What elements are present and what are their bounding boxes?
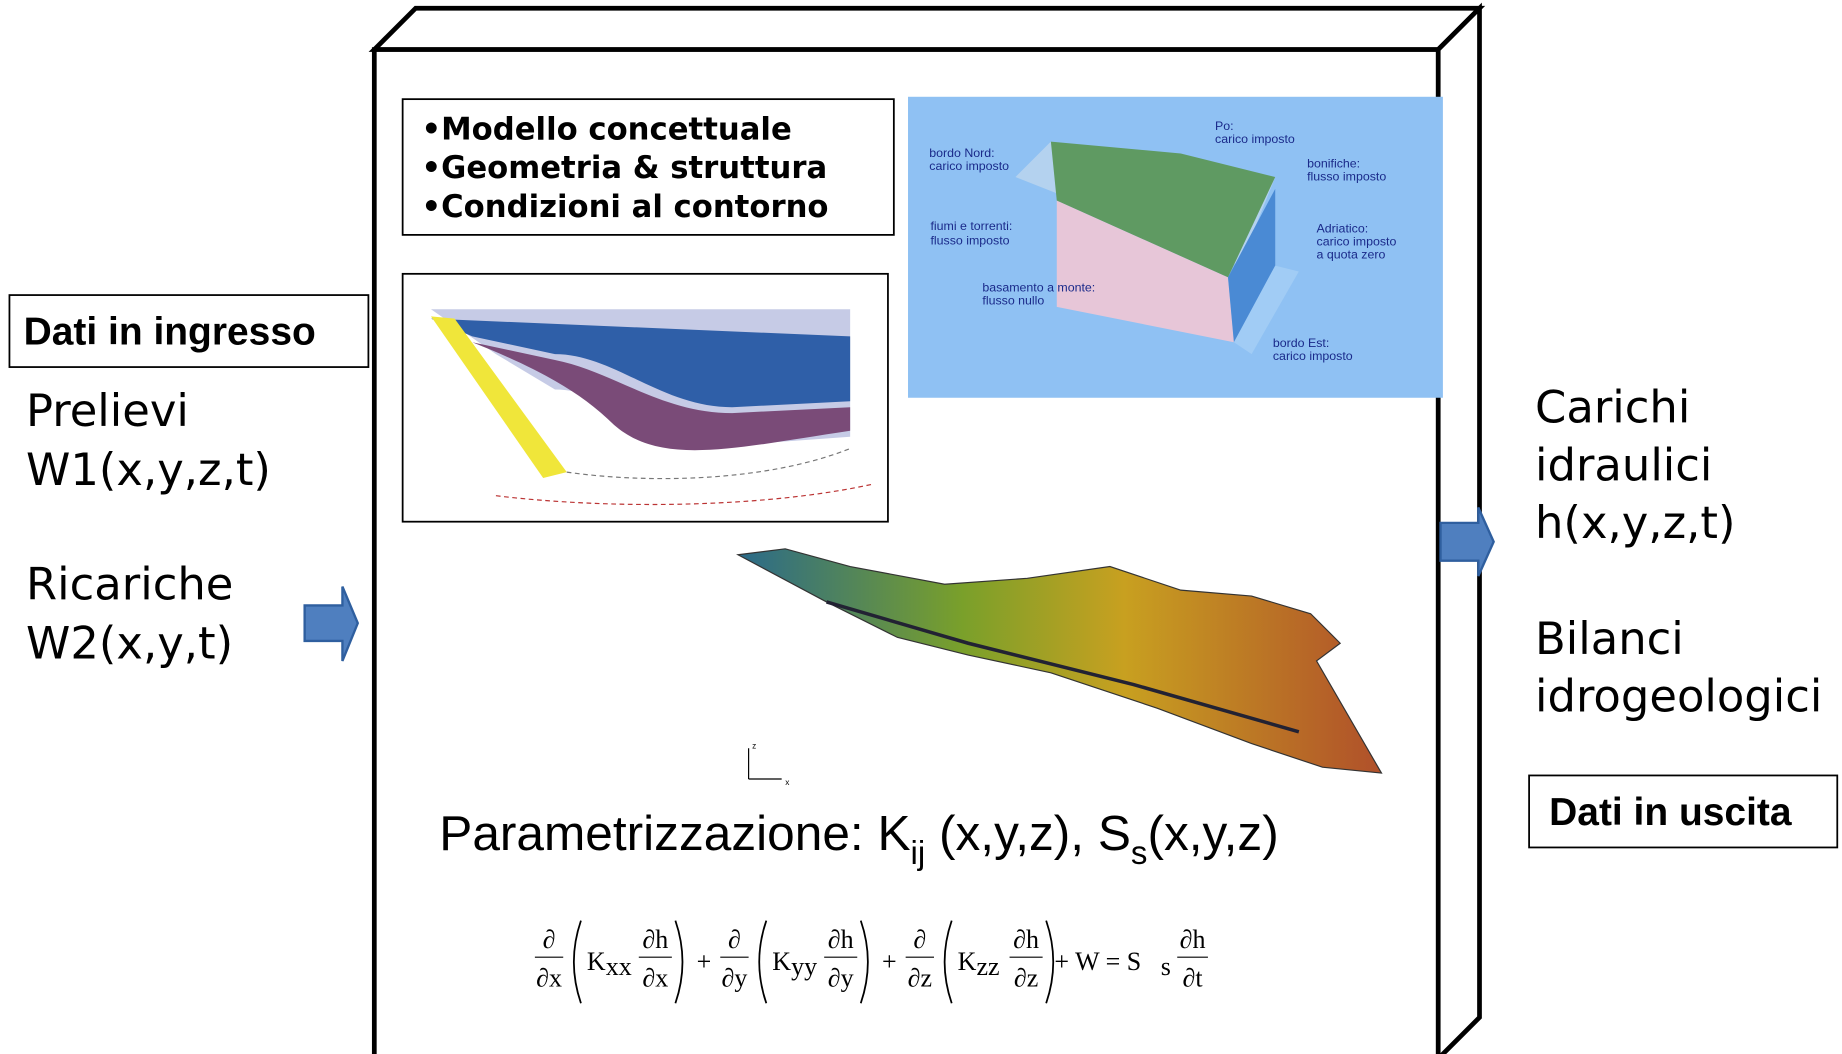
eq-sub: s xyxy=(1161,952,1171,981)
body: Dati in ingresso Prelievi W1(x,y,z,t) Ri… xyxy=(0,0,1842,1054)
eq-den: ∂z xyxy=(1014,964,1038,993)
eq-plus: + xyxy=(697,947,712,976)
block-label: carico imposto xyxy=(929,159,1009,173)
eq-num: ∂h xyxy=(828,925,854,954)
eq-den: ∂y xyxy=(722,964,748,993)
eq-den: ∂z xyxy=(908,964,932,993)
eq-num: ∂h xyxy=(1180,925,1206,954)
input-name: Prelievi xyxy=(26,384,189,437)
output-line: h(x,y,z,t) xyxy=(1535,496,1735,549)
param-sub: s xyxy=(1131,835,1148,872)
bullet: •Condizioni al contorno xyxy=(422,190,829,225)
axis-label: z xyxy=(752,741,756,750)
eq-sub: xx xyxy=(606,952,632,981)
diagram: Dati in ingresso Prelievi W1(x,y,z,t) Ri… xyxy=(0,0,1842,1054)
block-label: Po: xyxy=(1215,119,1234,133)
block-label: bordo Nord: xyxy=(929,146,994,160)
eq-den: ∂y xyxy=(828,964,854,993)
block-label: bordo Est: xyxy=(1273,336,1329,350)
output-line: Bilanci xyxy=(1535,612,1684,665)
eq-num: ∂ xyxy=(913,925,926,954)
block-label: flusso imposto xyxy=(1307,170,1386,184)
eq-sub: yy xyxy=(791,952,817,981)
input-name: Ricariche xyxy=(26,558,233,611)
block-label: flusso imposto xyxy=(930,233,1009,247)
eq-num: ∂ xyxy=(728,925,741,954)
block-label: flusso nullo xyxy=(982,294,1044,308)
block-label: carico imposto xyxy=(1273,349,1353,363)
block-label: basamento a monte: xyxy=(982,281,1095,295)
eq-coef: K xyxy=(587,947,606,976)
eq-rhs: + W = S xyxy=(1054,947,1141,976)
output-line: idrogeologici xyxy=(1535,670,1822,723)
eq-num: ∂h xyxy=(642,925,668,954)
block-label: a quota zero xyxy=(1317,247,1386,261)
block-label: Adriatico: xyxy=(1317,222,1369,236)
block-label: carico imposto xyxy=(1215,132,1295,146)
input-title: Dati in ingresso xyxy=(24,311,316,354)
eq-den: ∂t xyxy=(1183,964,1204,993)
block-label: fiumi e torrenti: xyxy=(930,219,1012,233)
input-formula: W2(x,y,t) xyxy=(26,617,233,670)
block-label: carico imposto xyxy=(1317,235,1397,249)
eq-num: ∂ xyxy=(543,925,556,954)
eq-sub: zz xyxy=(976,952,999,981)
page: Modello concettuale {"input": {"title": … xyxy=(0,0,1842,1054)
bullet: •Geometria & struttura xyxy=(422,151,828,186)
eq-coef: K xyxy=(958,947,977,976)
input-formula: W1(x,y,z,t) xyxy=(26,443,271,496)
param-text: (x,y,z) xyxy=(1147,805,1278,861)
input-arrow xyxy=(305,587,358,661)
output-line: Carichi xyxy=(1535,381,1690,434)
block-label: bonifiche: xyxy=(1307,157,1360,171)
eq-plus: + xyxy=(882,947,897,976)
eq-num: ∂h xyxy=(1013,925,1039,954)
bullet: •Modello concettuale xyxy=(422,112,792,147)
eq-den: ∂x xyxy=(536,964,562,993)
eq-coef: K xyxy=(772,947,791,976)
param-text: (x,y,z), S xyxy=(925,805,1131,861)
eq-den: ∂x xyxy=(642,964,668,993)
param-text: Parametrizzazione: K xyxy=(439,805,910,861)
output-line: idraulici xyxy=(1535,438,1712,491)
output-title: Dati in uscita xyxy=(1549,791,1792,834)
param-sub: ij xyxy=(911,835,926,872)
cross-section xyxy=(403,274,888,522)
